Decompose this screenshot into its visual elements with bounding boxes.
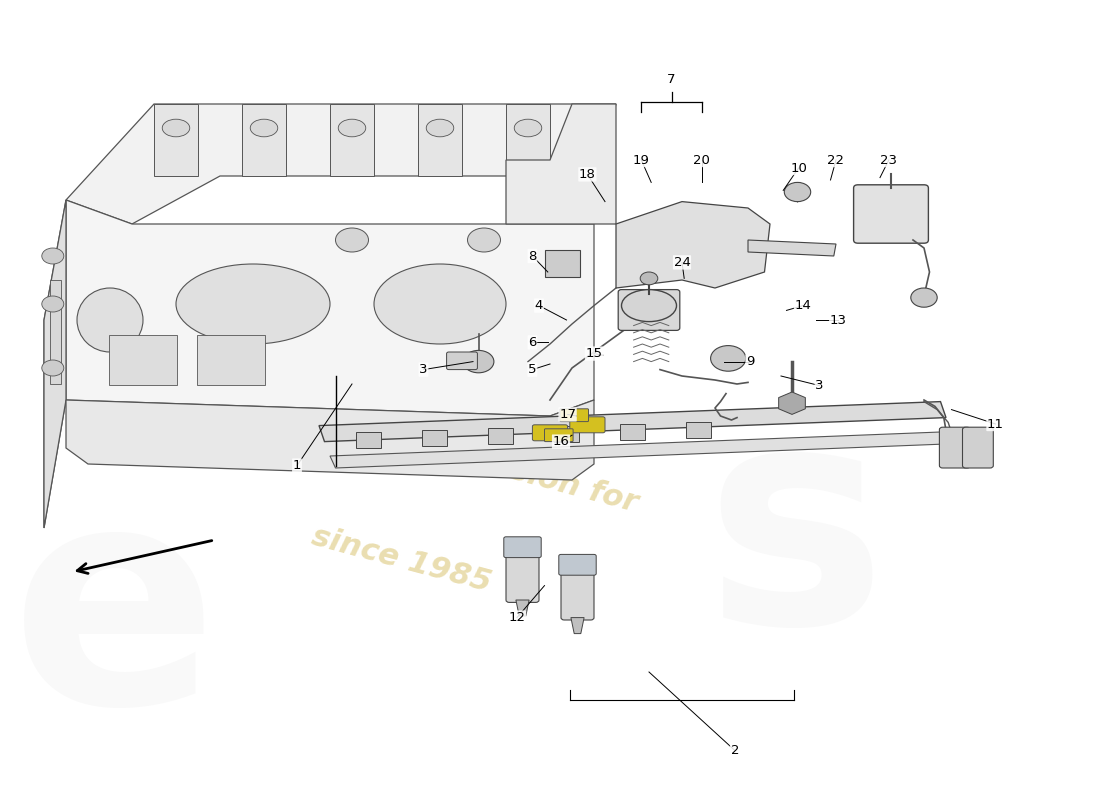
Ellipse shape <box>176 264 330 344</box>
Polygon shape <box>616 202 770 288</box>
Text: 4: 4 <box>535 299 543 312</box>
Polygon shape <box>50 280 60 384</box>
Circle shape <box>784 182 811 202</box>
Text: 23: 23 <box>880 154 898 166</box>
Text: s: s <box>704 391 886 688</box>
Text: 22: 22 <box>827 154 845 166</box>
Circle shape <box>42 360 64 376</box>
Polygon shape <box>66 200 594 416</box>
Text: 16: 16 <box>552 435 570 448</box>
Polygon shape <box>748 240 836 256</box>
Polygon shape <box>44 200 66 528</box>
Polygon shape <box>154 104 198 176</box>
Ellipse shape <box>515 119 541 137</box>
FancyBboxPatch shape <box>686 422 711 438</box>
FancyBboxPatch shape <box>554 426 579 442</box>
FancyBboxPatch shape <box>618 290 680 330</box>
Ellipse shape <box>621 290 676 322</box>
Text: 20: 20 <box>693 154 711 166</box>
Text: 17: 17 <box>559 408 576 421</box>
FancyBboxPatch shape <box>506 554 539 602</box>
Text: e: e <box>11 471 218 768</box>
Text: 15: 15 <box>585 347 603 360</box>
Polygon shape <box>330 104 374 176</box>
FancyBboxPatch shape <box>504 537 541 558</box>
FancyBboxPatch shape <box>560 409 588 422</box>
Circle shape <box>42 296 64 312</box>
Text: 13: 13 <box>829 314 847 326</box>
Text: 19: 19 <box>632 154 650 166</box>
FancyBboxPatch shape <box>559 554 596 575</box>
Ellipse shape <box>251 119 277 137</box>
FancyBboxPatch shape <box>544 429 573 442</box>
Text: 3: 3 <box>815 379 824 392</box>
Text: 7: 7 <box>668 73 675 86</box>
Text: 3: 3 <box>419 363 428 376</box>
Circle shape <box>911 288 937 307</box>
Polygon shape <box>506 104 616 224</box>
Polygon shape <box>66 400 594 480</box>
Text: since 1985: since 1985 <box>308 522 494 598</box>
FancyBboxPatch shape <box>570 417 605 433</box>
Polygon shape <box>319 402 946 442</box>
FancyBboxPatch shape <box>532 425 568 441</box>
Circle shape <box>468 228 500 252</box>
Polygon shape <box>418 104 462 176</box>
FancyBboxPatch shape <box>488 428 513 444</box>
Circle shape <box>463 350 494 373</box>
Polygon shape <box>571 618 584 634</box>
Text: 6: 6 <box>528 336 537 349</box>
FancyBboxPatch shape <box>422 430 447 446</box>
Polygon shape <box>506 104 550 176</box>
Text: 24: 24 <box>673 256 691 269</box>
Ellipse shape <box>77 288 143 352</box>
Polygon shape <box>66 104 616 224</box>
Text: 9: 9 <box>746 355 755 368</box>
FancyBboxPatch shape <box>447 352 477 370</box>
Ellipse shape <box>163 119 189 137</box>
FancyBboxPatch shape <box>109 335 177 385</box>
Polygon shape <box>242 104 286 176</box>
Ellipse shape <box>427 119 453 137</box>
Text: 2: 2 <box>730 744 739 757</box>
Text: 11: 11 <box>987 418 1004 430</box>
Text: 10: 10 <box>790 162 807 174</box>
FancyBboxPatch shape <box>561 571 594 620</box>
Ellipse shape <box>339 119 365 137</box>
Text: a passion for: a passion for <box>418 432 641 518</box>
Text: 1: 1 <box>293 459 301 472</box>
Circle shape <box>336 228 368 252</box>
Circle shape <box>711 346 746 371</box>
FancyBboxPatch shape <box>356 432 381 448</box>
FancyBboxPatch shape <box>620 424 645 440</box>
Text: 18: 18 <box>579 168 596 181</box>
Polygon shape <box>330 432 946 468</box>
FancyBboxPatch shape <box>939 427 970 468</box>
Text: 12: 12 <box>508 611 526 624</box>
Text: 14: 14 <box>794 299 812 312</box>
FancyBboxPatch shape <box>197 335 265 385</box>
FancyBboxPatch shape <box>962 427 993 468</box>
Polygon shape <box>516 600 529 616</box>
FancyBboxPatch shape <box>854 185 928 243</box>
Text: 5: 5 <box>528 363 537 376</box>
Ellipse shape <box>374 264 506 344</box>
FancyBboxPatch shape <box>544 250 580 277</box>
Polygon shape <box>44 200 66 528</box>
Circle shape <box>42 248 64 264</box>
Text: 8: 8 <box>528 250 537 262</box>
Circle shape <box>640 272 658 285</box>
